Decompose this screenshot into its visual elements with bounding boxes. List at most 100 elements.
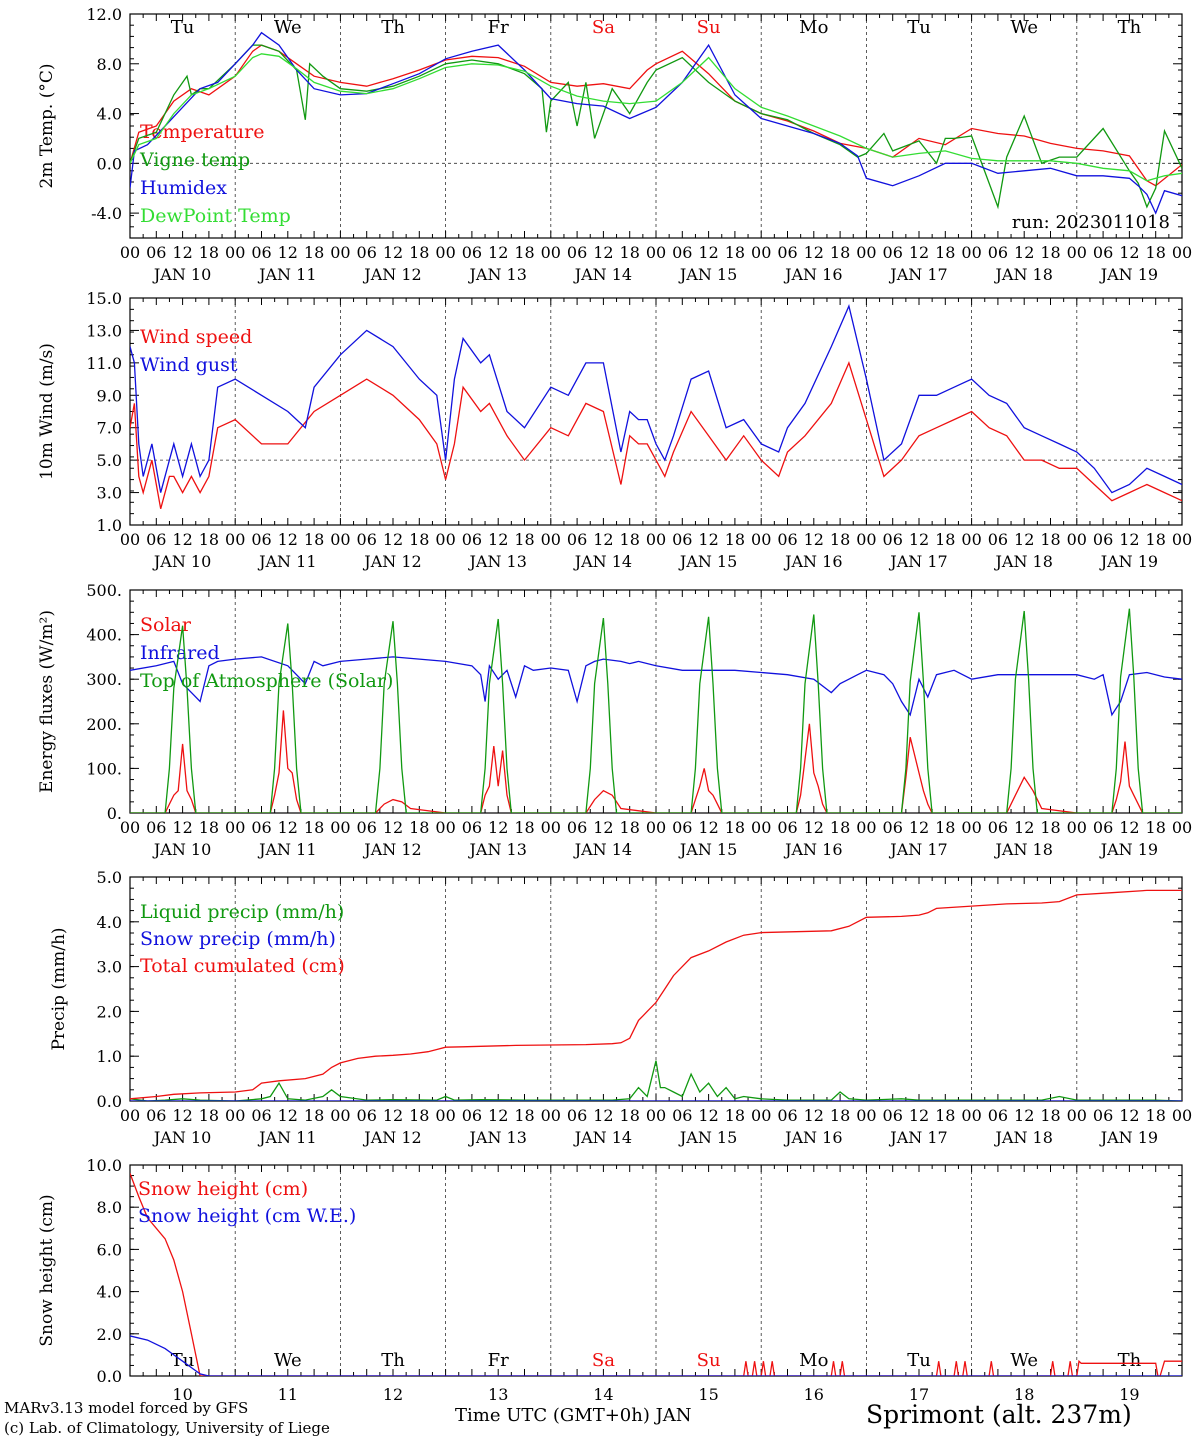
series-line-top-of-atmosphere-solar- xyxy=(130,608,1182,813)
x-hour-label: 00 xyxy=(646,530,666,549)
panel-2: 15.0 13.0 11.0 9.0 7.0 5.0 3.0 1.0 10m Wind (m/s… xyxy=(37,289,1192,571)
x-hour-label: 00 xyxy=(856,818,876,837)
x-hour-label: 06 xyxy=(883,530,903,549)
x-hour-label: 06 xyxy=(567,1106,587,1125)
x-date-label: JAN 10 xyxy=(152,840,211,859)
x-hour-label: 06 xyxy=(988,1106,1008,1125)
x-hour-label: 18 xyxy=(304,818,324,837)
x-hour-label: 00 xyxy=(120,530,140,549)
x-hour-label: 06 xyxy=(777,530,797,549)
x-hour-label: 18 xyxy=(830,818,850,837)
x-date-label: JAN 12 xyxy=(362,265,421,284)
x-date-number: 12 xyxy=(383,1385,403,1404)
x-hour-label: 12 xyxy=(383,530,403,549)
x-hour-label: 00 xyxy=(120,818,140,837)
x-hour-label: 12 xyxy=(488,530,508,549)
x-date-number: 17 xyxy=(909,1385,929,1404)
x-hour-label: 18 xyxy=(1040,530,1060,549)
x-hour-label: 18 xyxy=(620,243,640,262)
x-hour-label: 06 xyxy=(1093,818,1113,837)
x-hour-label: 06 xyxy=(357,530,377,549)
y-tick-label: 13.0 xyxy=(86,321,122,340)
x-hour-label: 00 xyxy=(435,243,455,262)
x-hour-label: 18 xyxy=(725,243,745,262)
x-hour-label: 06 xyxy=(251,530,271,549)
x-hour-label: 12 xyxy=(593,530,613,549)
x-hour-label: 00 xyxy=(225,243,245,262)
legend-entry: Total cumulated (cm) xyxy=(140,955,345,977)
x-hour-label: 06 xyxy=(1093,243,1113,262)
x-hour-label: 12 xyxy=(1119,243,1139,262)
x-hour-label: 06 xyxy=(777,818,797,837)
x-hour-label: 18 xyxy=(935,243,955,262)
x-hour-label: 12 xyxy=(488,818,508,837)
x-hour-label: 18 xyxy=(409,530,429,549)
y-tick-label: 5.0 xyxy=(97,451,122,470)
y-tick-label: 2.0 xyxy=(97,1002,122,1021)
x-hour-label: 00 xyxy=(1172,530,1192,549)
x-hour-label: 06 xyxy=(357,1106,377,1125)
x-date-label: JAN 18 xyxy=(993,265,1052,284)
day-name: Fr xyxy=(488,1350,509,1371)
x-hour-label: 00 xyxy=(1172,243,1192,262)
panel-1: 12.0 8.0 4.0 0.0 -4.0 2m Temp. (°C) 00 06 12 18 JA… xyxy=(37,5,1192,284)
x-hour-label: 12 xyxy=(698,1106,718,1125)
x-date-number: 13 xyxy=(488,1385,508,1404)
x-hour-label: 00 xyxy=(1172,818,1192,837)
x-date-label: JAN 15 xyxy=(678,265,737,284)
y-tick-label: 500. xyxy=(86,581,122,600)
x-hour-label: 00 xyxy=(751,243,771,262)
x-hour-label: 12 xyxy=(383,1106,403,1125)
x-date-label: JAN 11 xyxy=(257,265,316,284)
x-hour-label: 06 xyxy=(251,243,271,262)
x-hour-label: 00 xyxy=(435,1106,455,1125)
y-tick-label: 8.0 xyxy=(97,1198,122,1217)
series-line-liquid-precip-mm-h- xyxy=(130,1060,1182,1101)
x-hour-label: 18 xyxy=(620,530,640,549)
x-hour-label: 00 xyxy=(120,1106,140,1125)
y-tick-label: 0. xyxy=(107,804,122,823)
y-axis-label: Snow height (cm) xyxy=(37,1194,57,1346)
x-date-number: 18 xyxy=(1014,1385,1034,1404)
x-hour-label: 00 xyxy=(961,243,981,262)
x-hour-label: 12 xyxy=(1014,1106,1034,1125)
x-hour-label: 06 xyxy=(777,243,797,262)
day-name: We xyxy=(1010,17,1038,38)
x-hour-label: 12 xyxy=(593,243,613,262)
day-name: Fr xyxy=(488,17,509,38)
legend-entry: Snow precip (mm/h) xyxy=(140,928,336,950)
station-label: Sprimont (alt. 237m) xyxy=(866,1400,1132,1429)
x-hour-label: 18 xyxy=(514,818,534,837)
x-axis-title: Time UTC (GMT+0h) JAN xyxy=(455,1405,692,1426)
y-tick-label: 300. xyxy=(86,670,122,689)
x-hour-label: 18 xyxy=(725,818,745,837)
x-date-label: JAN 11 xyxy=(257,1128,316,1147)
x-date-label: JAN 11 xyxy=(257,552,316,571)
x-date-label: JAN 18 xyxy=(993,1128,1052,1147)
day-name: Sa xyxy=(592,1350,615,1371)
series-line-snow-height-cm-w-e- xyxy=(130,1335,1182,1376)
lab-credit: (c) Lab. of Climatology, University of L… xyxy=(4,1419,330,1437)
day-name: Su xyxy=(697,17,721,38)
x-hour-label: 18 xyxy=(1146,1106,1166,1125)
x-hour-label: 18 xyxy=(304,243,324,262)
x-date-label: JAN 16 xyxy=(783,840,842,859)
y-tick-label: 0.0 xyxy=(97,1092,122,1111)
legend-entry: Liquid precip (mm/h) xyxy=(140,901,344,923)
day-name: Mo xyxy=(799,17,828,38)
x-hour-label: 12 xyxy=(1014,818,1034,837)
x-hour-label: 12 xyxy=(172,818,192,837)
legend-entry: Vigne temp xyxy=(139,149,250,171)
x-hour-label: 12 xyxy=(1119,818,1139,837)
x-hour-label: 06 xyxy=(462,243,482,262)
x-hour-label: 06 xyxy=(357,818,377,837)
y-tick-label: -4.0 xyxy=(91,204,122,223)
x-date-label: JAN 13 xyxy=(467,840,526,859)
x-date-label: JAN 17 xyxy=(888,265,947,284)
x-hour-label: 00 xyxy=(856,1106,876,1125)
y-axis-label: 2m Temp. (°C) xyxy=(37,63,57,188)
y-tick-label: 100. xyxy=(86,759,122,778)
x-hour-label: 00 xyxy=(225,818,245,837)
x-date-label: JAN 10 xyxy=(152,265,211,284)
x-hour-label: 00 xyxy=(1067,530,1087,549)
